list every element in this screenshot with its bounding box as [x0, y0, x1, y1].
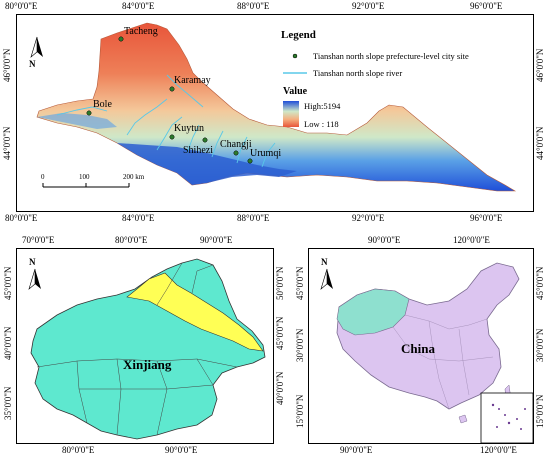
- china-region: [336, 262, 520, 410]
- lat-tick: 45°0'0"N: [3, 266, 13, 300]
- lat-tick: 40°0'0"N: [3, 326, 13, 360]
- province-boundaries: [392, 314, 494, 410]
- lon-tick: 90°0'0"E: [368, 235, 401, 245]
- lon-tick: 120°0'0"E: [453, 235, 490, 245]
- lat-tick: 35°0'0"N: [3, 386, 13, 420]
- lat-tick-left: 44°0'0"N: [2, 126, 12, 160]
- legend-low: Low : 118: [304, 119, 339, 129]
- city-label: Shihezi: [183, 145, 213, 156]
- city-label: Bole: [93, 99, 112, 110]
- lon-tick-top: 80°0'0"E: [5, 1, 38, 11]
- lat-tick-right: 46°0'0"N: [535, 48, 545, 82]
- china-map-svg: [320, 262, 533, 443]
- lat-tick-left: 46°0'0"N: [2, 48, 12, 82]
- dem-map-svg: [30, 22, 517, 192]
- lon-tick: 80°0'0"E: [115, 235, 148, 245]
- lon-tick: 120°0'0"E: [480, 445, 517, 455]
- hainan-island: [458, 414, 468, 424]
- legend-city-symbol: [292, 53, 298, 59]
- lon-tick: 70°0'0"E: [22, 235, 55, 245]
- lon-tick-bottom: 96°0'0"E: [470, 213, 503, 223]
- legend-title: Legend: [281, 29, 316, 41]
- china-label: China: [401, 341, 435, 356]
- lat-tick: 15°0'0"N: [295, 394, 305, 428]
- city-label: Kuytun: [174, 123, 204, 134]
- lon-tick-top: 92°0'0"E: [352, 1, 385, 11]
- city-label: Karamay: [174, 75, 211, 86]
- lon-tick: 80°0'0"E: [62, 445, 95, 455]
- north-label: N: [321, 257, 328, 267]
- north-arrow-icon: [320, 268, 333, 290]
- xinjiang-label: Xinjiang: [123, 357, 172, 372]
- city-label: Urumqi: [250, 148, 282, 159]
- mountain-band: [117, 143, 297, 185]
- scale-bar: [42, 183, 130, 188]
- lon-tick: 90°0'0"E: [200, 235, 233, 245]
- lat-tick: 50°0'0"N: [275, 266, 285, 300]
- lon-tick-top: 96°0'0"E: [470, 1, 503, 11]
- lon-tick-top: 84°0'0"E: [122, 1, 155, 11]
- south-china-sea-islands: [491, 403, 526, 430]
- rivers: [56, 74, 276, 168]
- city-label: Changji: [220, 139, 252, 150]
- legend-color-ramp: [283, 101, 299, 127]
- north-arrow-icon: [30, 36, 43, 58]
- lat-tick: 40°0'0"N: [275, 371, 285, 405]
- lon-tick-bottom: 88°0'0"E: [237, 213, 270, 223]
- lat-tick: 30°0'0"N: [295, 328, 305, 362]
- north-label: N: [29, 257, 36, 267]
- city-label: Tacheng: [124, 26, 158, 37]
- tianshan-north-slope-highlight: [126, 272, 264, 352]
- legend-high: High:5194: [304, 101, 341, 111]
- legend-city-text: Tianshan north slope prefecture-level ci…: [313, 51, 469, 61]
- scale-mid: 100: [79, 173, 90, 181]
- scale-end: 200 km: [123, 173, 145, 181]
- lon-tick-bottom: 80°0'0"E: [5, 213, 38, 223]
- lat-tick: 45°0'0"N: [275, 316, 285, 350]
- south-china-sea-inset: [480, 392, 533, 443]
- lat-tick: 30°0'0"N: [535, 328, 545, 362]
- mountain-band: [37, 113, 117, 129]
- north-arrow-icon: [28, 268, 41, 290]
- lat-tick: 45°0'0"N: [295, 266, 305, 300]
- lat-tick: 45°0'0"N: [535, 266, 545, 300]
- scale-zero: 0: [41, 173, 45, 181]
- lon-tick: 90°0'0"E: [165, 445, 198, 455]
- china-map: N China: [308, 248, 534, 444]
- lon-tick: 90°0'0"E: [340, 445, 373, 455]
- xinjiang-in-china: [336, 288, 410, 336]
- lat-tick-right: 44°0'0"N: [535, 126, 545, 160]
- tianshan-dem-map: N Tacheng Karamay Bole Kuytun Shihezi Ch…: [16, 14, 534, 212]
- legend-value-title: Value: [283, 86, 308, 97]
- lon-tick-bottom: 92°0'0"E: [352, 213, 385, 223]
- lon-tick-bottom: 84°0'0"E: [122, 213, 155, 223]
- north-label: N: [29, 59, 36, 69]
- city-dots: [86, 36, 253, 164]
- lat-tick: 15°0'0"N: [535, 394, 545, 428]
- xinjiang-map-svg: [28, 258, 266, 440]
- legend-river-text: Tianshan north slope river: [313, 68, 403, 78]
- prefecture-boundaries: [36, 262, 238, 436]
- xinjiang-map: N Xinjiang: [16, 248, 274, 444]
- lon-tick-top: 88°0'0"E: [237, 1, 270, 11]
